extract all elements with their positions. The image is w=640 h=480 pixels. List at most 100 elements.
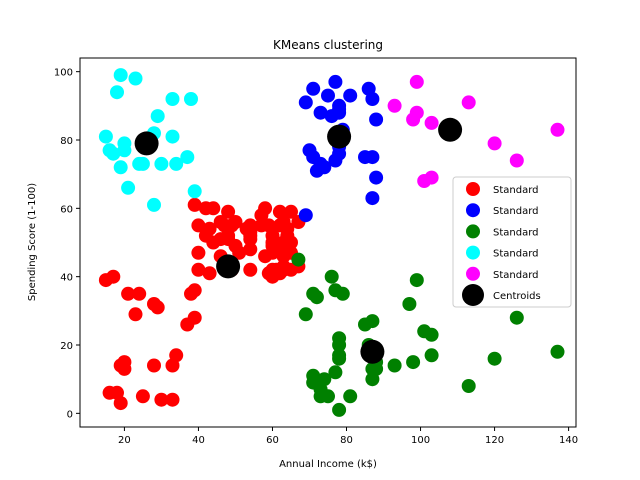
cluster-2-point: [369, 170, 384, 185]
cluster-5-point: [424, 170, 439, 185]
chart-title: KMeans clustering: [273, 38, 383, 52]
cluster-1-point: [135, 389, 150, 404]
cluster-3-point: [298, 307, 313, 322]
y-tick-label: 40: [60, 273, 73, 284]
cluster-1-point: [187, 310, 202, 325]
cluster-3-point: [365, 314, 380, 329]
cluster-4-point: [113, 68, 128, 83]
cluster-1-point: [202, 221, 217, 236]
cluster-4-point: [113, 160, 128, 175]
cluster-1-point: [243, 242, 258, 257]
cluster-4-point: [165, 92, 180, 106]
cluster-3-point: [487, 351, 502, 366]
x-tick-label: 80: [340, 435, 353, 446]
cluster-4-point: [180, 150, 195, 165]
cluster-2-point: [317, 160, 332, 175]
cluster-2-point: [365, 191, 380, 206]
legend: Standard Standard Standard Standard Standard…: [452, 176, 572, 308]
x-axis-label: Annual Income (k$): [279, 459, 377, 470]
cluster-1-point: [191, 262, 206, 277]
cluster-1-point: [243, 262, 258, 277]
cluster-4-point: [110, 85, 124, 100]
y-tick-label: 100: [54, 68, 73, 79]
y-axis-ticks: 0 20 40 60 80 100: [54, 68, 80, 420]
cluster-4-point: [121, 180, 136, 195]
centroid-point: [134, 131, 159, 156]
x-tick-label: 120: [485, 435, 504, 446]
legend-entry: Standard: [493, 206, 539, 217]
cluster-1-point: [258, 201, 273, 216]
points-layer: [98, 68, 565, 417]
x-axis-ticks: 20 40 60 80 100 120 140: [118, 427, 578, 446]
cluster-1-point: [228, 215, 243, 229]
legend-marker: [466, 203, 480, 218]
x-tick-label: 100: [411, 435, 430, 446]
cluster-5-point: [461, 95, 476, 110]
legend-entry: Standard: [493, 227, 539, 238]
cluster-3-point: [328, 365, 343, 380]
cluster-1-point: [106, 269, 121, 284]
y-tick-label: 80: [60, 136, 73, 147]
cluster-3-point: [424, 348, 439, 363]
cluster-4-point: [128, 71, 143, 86]
cluster-3-point: [343, 389, 358, 404]
cluster-1-point: [150, 300, 165, 315]
cluster-3-point: [335, 286, 350, 301]
cluster-4-point: [165, 129, 180, 144]
cluster-2-point: [369, 112, 384, 127]
cluster-3-point: [509, 310, 524, 325]
cluster-5-point: [487, 136, 502, 151]
cluster-2-point: [343, 88, 358, 103]
cluster-5-point: [387, 98, 402, 113]
y-tick-label: 0: [67, 409, 73, 420]
cluster-1-point: [202, 266, 217, 281]
cluster-2-point: [313, 105, 328, 120]
cluster-1-point: [206, 201, 221, 216]
cluster-1-point: [117, 361, 132, 376]
cluster-3-point: [332, 402, 347, 417]
cluster-3-point: [387, 358, 402, 373]
cluster-1-point: [187, 283, 202, 298]
y-tick-label: 60: [60, 204, 73, 215]
x-tick-label: 40: [192, 435, 205, 446]
legend-entry: Standard: [493, 185, 539, 196]
cluster-3-point: [461, 379, 476, 393]
cluster-3-point: [309, 290, 324, 305]
cluster-3-point: [332, 338, 347, 352]
cluster-1-point: [154, 392, 169, 407]
cluster-2-point: [365, 92, 380, 106]
cluster-1-point: [280, 221, 295, 236]
legend-marker: [466, 245, 480, 260]
cluster-4-point: [106, 146, 121, 161]
centroid-point: [360, 339, 385, 364]
cluster-1-point: [191, 245, 206, 260]
cluster-1-point: [232, 245, 247, 260]
cluster-2-point: [298, 95, 313, 110]
y-axis-label: Spending Score (1-100): [27, 183, 38, 301]
cluster-1-point: [147, 358, 161, 373]
cluster-1-point: [221, 204, 236, 219]
y-tick-label: 20: [60, 341, 73, 352]
cluster-1-point: [243, 232, 258, 247]
cluster-3-point: [291, 252, 306, 267]
cluster-2-point: [306, 81, 321, 96]
cluster-5-point: [424, 115, 439, 130]
cluster-3-point: [332, 351, 347, 366]
centroid-point: [327, 124, 352, 149]
cluster-2-point: [321, 88, 335, 103]
cluster-3-point: [317, 372, 332, 387]
centroid-point: [438, 117, 463, 142]
cluster-3-point: [550, 344, 565, 359]
legend-box: [452, 176, 572, 308]
cluster-4-point: [187, 184, 202, 199]
cluster-4-point: [184, 92, 198, 106]
cluster-1-point: [165, 392, 180, 407]
cluster-4-point: [169, 156, 184, 171]
cluster-1-point: [284, 204, 298, 219]
cluster-5-point: [550, 122, 565, 137]
cluster-4-point: [150, 109, 165, 124]
legend-marker: [462, 284, 484, 306]
cluster-1-point: [113, 396, 128, 411]
cluster-2-point: [298, 208, 313, 223]
